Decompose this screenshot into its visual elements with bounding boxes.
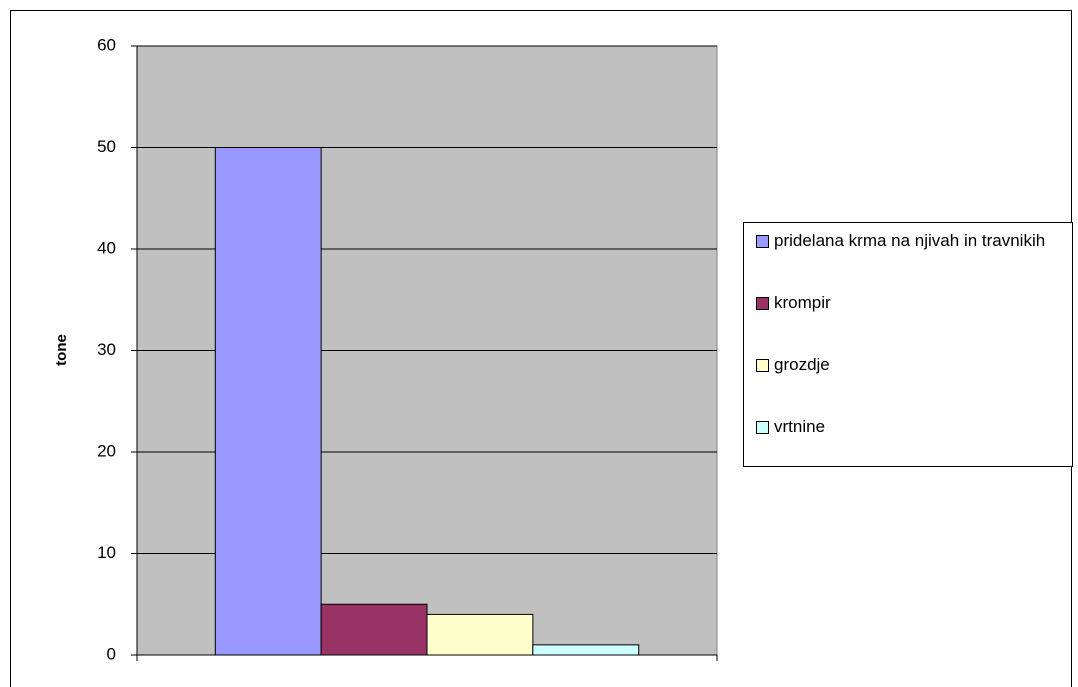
- y-tick-label: 60: [97, 35, 116, 54]
- bar: [532, 644, 640, 656]
- y-tick-label: 30: [97, 340, 116, 359]
- legend-swatch: [756, 297, 769, 310]
- y-axis-label: tone: [53, 334, 70, 366]
- legend-item: krompir: [750, 293, 1066, 355]
- legend-label: pridelana krma na njivah in travnikih: [774, 231, 1046, 250]
- legend-item: vrtnine: [750, 417, 1066, 479]
- legend: pridelana krma na njivah in travnikih kro…: [743, 222, 1073, 467]
- bar: [426, 613, 534, 656]
- y-tick-label: 10: [97, 543, 116, 562]
- y-tick-label: 0: [107, 644, 116, 663]
- legend-swatch: [756, 235, 769, 248]
- y-tick-label: 20: [97, 441, 116, 460]
- legend-item: grozdje: [750, 355, 1066, 417]
- legend-swatch: [756, 359, 769, 372]
- y-tick-label: 40: [97, 238, 116, 257]
- y-tick-label: 50: [97, 137, 116, 156]
- legend-label: krompir: [774, 293, 831, 312]
- legend-label: vrtnine: [774, 417, 826, 436]
- bar: [320, 603, 428, 656]
- legend-label: grozdje: [774, 355, 830, 374]
- bar: [214, 147, 322, 656]
- legend-item: pridelana krma na njivah in travnikih: [750, 231, 1066, 293]
- legend-swatch: [756, 421, 769, 434]
